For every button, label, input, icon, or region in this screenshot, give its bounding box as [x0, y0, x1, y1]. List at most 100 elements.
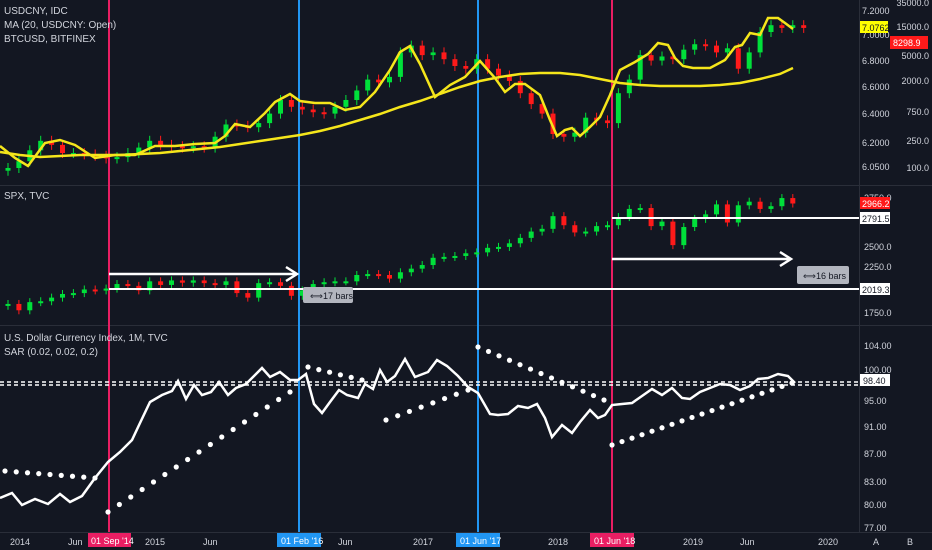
candle-body — [288, 285, 294, 296]
candle-body — [299, 290, 305, 296]
candle-body — [223, 281, 229, 285]
candle-body — [572, 132, 578, 137]
candle-body — [626, 79, 632, 94]
bars-label-1-text: 17 bars — [323, 291, 354, 301]
spx-candles — [5, 194, 796, 315]
candle-body — [637, 208, 643, 211]
candle-body — [692, 218, 698, 228]
btc-price-label: 5000.0 — [901, 51, 929, 61]
bars-label-2[interactable]: ⟺ 16 bars — [797, 266, 849, 284]
arrow-1-head — [285, 265, 300, 283]
bars-label-1[interactable]: ⟺ 17 bars — [303, 287, 354, 303]
candle-body — [681, 49, 687, 60]
candle-body — [256, 123, 262, 128]
candle-body — [681, 227, 687, 246]
candle-body — [626, 208, 632, 218]
legend-usdcny: USDCNY, IDC — [4, 6, 68, 17]
legend-ma: MA (20, USDCNY: Open) — [4, 20, 116, 31]
sar-dot — [639, 432, 645, 438]
candle-body — [790, 198, 796, 204]
svg-text:2019.3: 2019.3 — [862, 285, 890, 295]
sar-dot — [709, 407, 715, 414]
candle-body — [463, 66, 469, 69]
candle-body — [5, 168, 11, 171]
candle-body — [321, 112, 327, 115]
date-marker-sep14: 01 Sep '14 — [88, 533, 134, 547]
candle-body — [724, 48, 730, 53]
candle-body — [354, 90, 360, 100]
bottom-price-scale[interactable]: 104.00 100.00 95.00 91.00 87.00 83.00 80.00 77.… — [864, 341, 892, 533]
btc-price-label: 2000.0 — [901, 76, 929, 86]
candle-body — [441, 256, 447, 259]
sar-dot — [659, 425, 665, 431]
candle-body — [60, 144, 65, 154]
tag-spx-current: 2966.2 — [860, 197, 890, 209]
sar-dot — [609, 442, 615, 448]
candle-body — [16, 303, 22, 311]
sar-dot — [264, 404, 270, 410]
time-label: 2020 — [818, 537, 838, 547]
candle-body — [70, 153, 76, 156]
svg-text:2791.5: 2791.5 — [862, 214, 890, 224]
candle-body — [714, 204, 719, 215]
top-price-scale[interactable]: 7.2000 7.0000 6.8000 6.6000 6.4000 6.2000 6.05… — [862, 0, 929, 173]
bottom-legend[interactable]: U.S. Dollar Currency Index, 1M, TVC SAR … — [4, 333, 168, 358]
sar-dot — [475, 344, 481, 350]
time-label: Jun — [740, 537, 755, 547]
sar-dot — [92, 475, 98, 481]
candle-body — [299, 106, 305, 110]
price-label: 2250.0 — [864, 262, 892, 272]
candle-body — [561, 216, 567, 226]
candle-body — [746, 52, 752, 69]
sar-dot — [128, 494, 134, 500]
btc-price-label: 250.0 — [906, 136, 929, 146]
sar-dot — [230, 426, 236, 433]
candle-body — [485, 247, 491, 253]
candle-body — [583, 117, 589, 133]
time-scale[interactable]: 2014 Jun 2015 Jun Jun 2017 2018 2019 Jun… — [10, 537, 838, 547]
footer-label-b: B — [907, 537, 913, 547]
time-label: 2014 — [10, 537, 30, 547]
candle-body — [506, 75, 512, 81]
candle-body — [397, 272, 403, 279]
sar-dot — [749, 394, 755, 400]
candle-body — [5, 303, 11, 306]
sar-dot — [253, 411, 259, 418]
sar-dot — [241, 419, 248, 425]
candle-body — [38, 140, 44, 151]
candle-body — [27, 302, 33, 311]
price-label: 6.2000 — [862, 138, 890, 148]
sar-dot — [185, 456, 191, 463]
sar-dot — [629, 435, 635, 441]
bars-label-2-text: 16 bars — [816, 271, 847, 281]
candle-body — [81, 289, 87, 294]
candle-body — [779, 25, 785, 28]
middle-legend[interactable]: SPX, TVC — [4, 191, 49, 202]
candle-body — [659, 221, 665, 227]
sar-dot — [729, 401, 735, 407]
btcusd-line — [0, 16, 794, 168]
candle-body — [746, 201, 752, 206]
sar-dot — [465, 387, 471, 393]
sar-dot — [559, 379, 565, 385]
candle-body — [321, 282, 327, 285]
sar-dot — [13, 469, 19, 475]
candle-body — [376, 79, 382, 83]
svg-text:2966.2: 2966.2 — [862, 199, 890, 209]
candle-body — [430, 257, 436, 266]
top-legend[interactable]: USDCNY, IDC MA (20, USDCNY: Open) BTCUSD… — [4, 6, 116, 45]
dxy-line — [0, 356, 796, 507]
candle-body — [768, 206, 774, 209]
candle-body — [212, 283, 218, 286]
sar-dot — [719, 404, 725, 410]
sar-dot — [69, 473, 76, 479]
price-label: 6.6000 — [862, 82, 890, 92]
btc-price-label: 750.0 — [906, 107, 929, 117]
footer-buttons[interactable]: A B — [873, 537, 913, 547]
candle-body — [114, 157, 120, 160]
candle-body — [408, 268, 414, 273]
candle-body — [267, 113, 273, 124]
legend-spx: SPX, TVC — [4, 191, 49, 202]
